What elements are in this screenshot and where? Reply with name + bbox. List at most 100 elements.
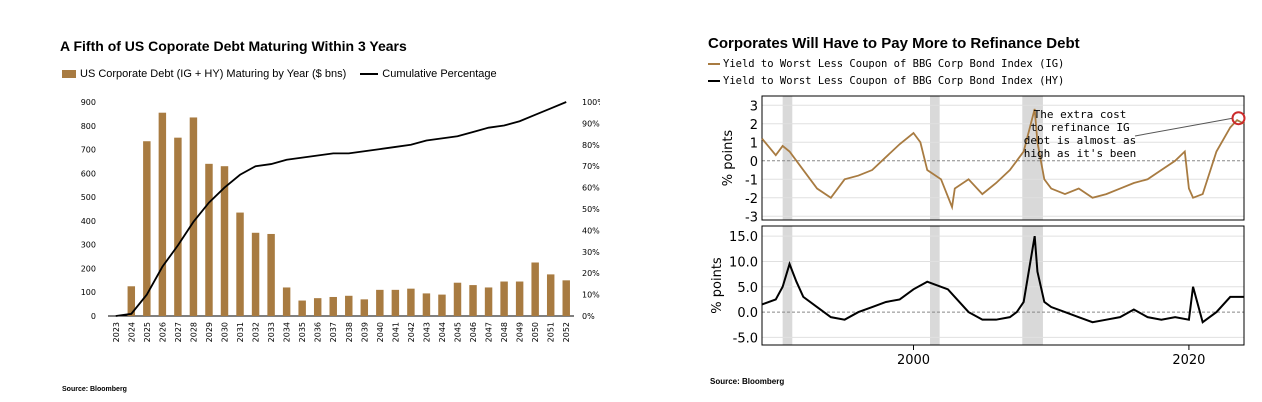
bar-legend-label: US Corporate Debt (IG + HY) Maturing by … <box>80 68 347 80</box>
y2-tick-label: 90% <box>582 119 600 128</box>
y-tick-label: 0 <box>91 312 96 321</box>
bar <box>205 163 213 316</box>
y2-tick-label: 70% <box>582 162 600 171</box>
bar <box>562 280 570 316</box>
bar <box>267 233 275 316</box>
x-tick-label: 2028 <box>189 322 198 342</box>
y-tick-label: 700 <box>81 146 96 155</box>
y-axis-label: % points <box>710 257 725 314</box>
highlight-circle <box>1231 111 1246 126</box>
ig-series-line <box>761 108 1245 211</box>
x-tick-label: 2033 <box>267 322 276 342</box>
x-tick-label: 2031 <box>236 322 245 342</box>
line-legend-label: Cumulative Percentage <box>382 68 497 80</box>
bar <box>282 287 291 316</box>
bar <box>251 232 260 316</box>
bar <box>407 288 415 316</box>
x-tick-label: 2023 <box>112 322 121 342</box>
y-tick-label: 400 <box>81 217 96 226</box>
x-tick-label: 2051 <box>547 322 556 342</box>
annotation-text: debt is almost as <box>1024 134 1137 147</box>
y2-tick-label: 80% <box>582 141 600 150</box>
x-tick-label: 2046 <box>469 322 478 342</box>
y-tick-label: 5.0 <box>737 281 758 296</box>
bar <box>220 166 229 316</box>
recession-band <box>1022 96 1043 220</box>
left-chart-legend: US Corporate Debt (IG + HY) Maturing by … <box>62 68 497 80</box>
bar-legend-swatch <box>62 70 76 78</box>
panel-frame <box>761 95 1245 221</box>
left-chart-plot: 0 100 200 300 400 500 600 700 800 900 0% 10% 20% 30% 4… <box>81 98 600 342</box>
bar <box>469 285 477 316</box>
y-tick-label: 10.0 <box>729 255 758 270</box>
bar <box>515 281 524 316</box>
bar <box>531 262 539 316</box>
y-tick-label: 0 <box>750 155 758 170</box>
panel-frame <box>761 225 1245 346</box>
x-tick-label: 2032 <box>252 322 261 342</box>
annotation-arrow <box>1134 117 1233 137</box>
x-tick-label: 2035 <box>298 322 307 342</box>
bar <box>500 281 508 316</box>
bar <box>376 289 384 316</box>
y-tick-label: -5.0 <box>733 331 758 346</box>
bar <box>345 295 353 316</box>
x-tick-label: 2020 <box>1172 353 1205 368</box>
bar <box>453 282 462 316</box>
bar <box>391 289 400 316</box>
right-chart-source: Source: Bloomberg <box>710 377 785 386</box>
y-tick-label: 600 <box>81 169 96 178</box>
y-tick-label: -2 <box>745 192 758 207</box>
x-tick-label: 2040 <box>376 322 385 342</box>
y-tick-label: 15.0 <box>729 230 758 245</box>
x-tick-label: 2043 <box>422 322 431 342</box>
annotation-text: high as it's been <box>1024 147 1137 160</box>
recession-band <box>930 96 940 220</box>
annotation-text: to refinance IG <box>1030 121 1129 134</box>
hy-legend-label: Yield to Worst Less Coupon of BBG Corp B… <box>723 75 1065 87</box>
x-tick-label: 2045 <box>454 322 463 342</box>
x-tick-label: 2000 <box>897 353 930 368</box>
y-tick-label: 200 <box>81 264 96 273</box>
y-tick-label: 900 <box>81 98 96 107</box>
x-tick-label: 2025 <box>143 322 152 342</box>
y2-tick-label: 50% <box>582 205 600 214</box>
hy-legend: Yield to Worst Less Coupon of BBG Corp B… <box>708 75 1064 87</box>
right-chart-title: Corporates Will Have to Pay More to Refi… <box>708 35 1080 52</box>
bar <box>189 117 198 316</box>
ig-legend-label: Yield to Worst Less Coupon of BBG Corp B… <box>723 58 1065 70</box>
bar <box>329 296 337 316</box>
y-tick-label: 300 <box>81 241 96 250</box>
y2-tick-label: 60% <box>582 184 600 193</box>
y-tick-label: 800 <box>81 122 96 131</box>
y-tick-label: 2 <box>750 118 758 133</box>
x-tick-label: 2038 <box>345 322 354 342</box>
x-tick-label: 2026 <box>158 322 167 342</box>
y2-tick-label: 10% <box>582 291 600 300</box>
bar <box>360 299 369 316</box>
x-tick-label: 2041 <box>391 322 400 342</box>
bar <box>236 212 244 316</box>
x-tick-label: 2027 <box>174 322 183 342</box>
left-chart-panel: A Fifth of US Coporate Debt Maturing Wit… <box>0 0 600 402</box>
x-tick-label: 2030 <box>221 322 230 342</box>
y2-tick-label: 100% <box>582 98 600 107</box>
line-legend-swatch <box>360 73 379 75</box>
bar <box>158 112 167 316</box>
cumulative-line <box>115 101 567 317</box>
bar <box>174 137 182 316</box>
right-chart-panel: Corporates Will Have to Pay More to Refi… <box>630 0 1262 402</box>
bar <box>143 141 151 316</box>
x-tick-label: 2037 <box>329 322 338 342</box>
y-tick-label: 100 <box>81 288 96 297</box>
x-tick-label: 2047 <box>485 322 494 342</box>
x-tick-label: 2048 <box>500 322 509 342</box>
hy-legend-swatch <box>708 80 720 82</box>
x-tick-label: 2052 <box>562 322 571 342</box>
bar <box>313 298 322 316</box>
y2-tick-label: 0% <box>582 312 595 321</box>
recession-band <box>782 96 793 220</box>
y-tick-label: 1 <box>750 136 758 151</box>
y-tick-label: -3 <box>745 210 758 225</box>
recession-band <box>1022 226 1043 345</box>
